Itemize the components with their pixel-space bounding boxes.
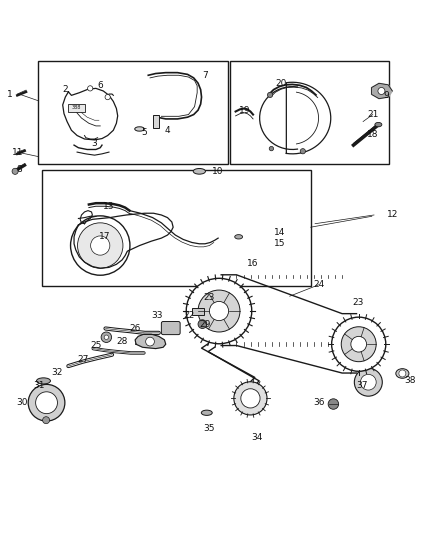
Circle shape — [28, 384, 65, 421]
Text: 5: 5 — [141, 127, 147, 136]
Text: 3: 3 — [92, 139, 97, 148]
Circle shape — [300, 149, 305, 154]
Text: 37: 37 — [357, 381, 368, 390]
Circle shape — [351, 336, 367, 352]
Text: 23: 23 — [204, 294, 215, 302]
Ellipse shape — [396, 369, 409, 378]
Circle shape — [209, 302, 229, 321]
Text: 25: 25 — [90, 342, 102, 351]
Circle shape — [91, 236, 110, 255]
Text: 9: 9 — [383, 91, 389, 100]
Text: 1: 1 — [7, 90, 13, 99]
Text: 29: 29 — [199, 320, 211, 329]
Circle shape — [198, 290, 240, 332]
Text: 38: 38 — [404, 376, 416, 385]
Text: 13: 13 — [103, 202, 115, 211]
Circle shape — [78, 223, 123, 268]
Circle shape — [146, 337, 154, 346]
Polygon shape — [371, 83, 392, 99]
Ellipse shape — [36, 378, 50, 384]
Circle shape — [198, 320, 207, 328]
Ellipse shape — [193, 168, 205, 174]
Circle shape — [234, 382, 267, 415]
Text: 28: 28 — [117, 337, 128, 346]
Ellipse shape — [135, 127, 145, 131]
Circle shape — [186, 278, 252, 344]
Text: 20: 20 — [276, 79, 287, 88]
Bar — [38, 61, 228, 164]
Bar — [192, 308, 204, 314]
Text: 22: 22 — [184, 311, 195, 320]
Text: 34: 34 — [252, 433, 263, 442]
Circle shape — [341, 327, 376, 362]
Circle shape — [105, 94, 110, 100]
Text: 21: 21 — [367, 110, 378, 119]
Text: 7: 7 — [202, 71, 208, 80]
Text: 33: 33 — [151, 311, 163, 320]
Text: 15: 15 — [273, 239, 285, 248]
Bar — [152, 116, 159, 128]
Circle shape — [328, 399, 339, 409]
FancyBboxPatch shape — [161, 321, 180, 335]
Text: 16: 16 — [247, 259, 259, 268]
Circle shape — [42, 417, 49, 424]
Text: 2: 2 — [63, 85, 68, 94]
Circle shape — [332, 317, 386, 372]
Text: 30: 30 — [16, 398, 28, 407]
Circle shape — [360, 374, 376, 390]
Text: 18: 18 — [367, 130, 378, 139]
Polygon shape — [135, 334, 166, 349]
Bar — [230, 61, 389, 164]
Text: 12: 12 — [387, 211, 399, 220]
Text: 31: 31 — [33, 381, 45, 390]
Text: 388: 388 — [72, 105, 81, 110]
Circle shape — [35, 392, 57, 414]
Circle shape — [12, 168, 18, 174]
Text: 11: 11 — [11, 148, 23, 157]
Circle shape — [101, 332, 112, 343]
Circle shape — [354, 368, 382, 396]
Text: 17: 17 — [99, 232, 110, 241]
Text: 10: 10 — [212, 167, 224, 176]
Circle shape — [104, 335, 109, 340]
Circle shape — [71, 216, 130, 275]
Text: 14: 14 — [274, 228, 285, 237]
Bar — [68, 103, 85, 111]
Text: 8: 8 — [16, 165, 22, 174]
Ellipse shape — [201, 410, 212, 415]
Circle shape — [88, 86, 93, 91]
Circle shape — [399, 370, 406, 377]
Circle shape — [378, 87, 385, 94]
Circle shape — [268, 92, 273, 98]
Text: 24: 24 — [313, 280, 324, 289]
Circle shape — [241, 389, 260, 408]
Text: 27: 27 — [77, 354, 88, 364]
Ellipse shape — [235, 235, 243, 239]
Text: 19: 19 — [239, 106, 250, 115]
Text: 4: 4 — [165, 126, 170, 135]
Bar — [42, 171, 311, 286]
Text: 35: 35 — [204, 424, 215, 433]
Text: 23: 23 — [352, 298, 364, 307]
Text: 32: 32 — [51, 368, 62, 377]
Text: 6: 6 — [97, 81, 103, 90]
Ellipse shape — [375, 123, 382, 127]
Text: 26: 26 — [130, 324, 141, 333]
Circle shape — [269, 147, 274, 151]
Text: 36: 36 — [313, 398, 324, 407]
